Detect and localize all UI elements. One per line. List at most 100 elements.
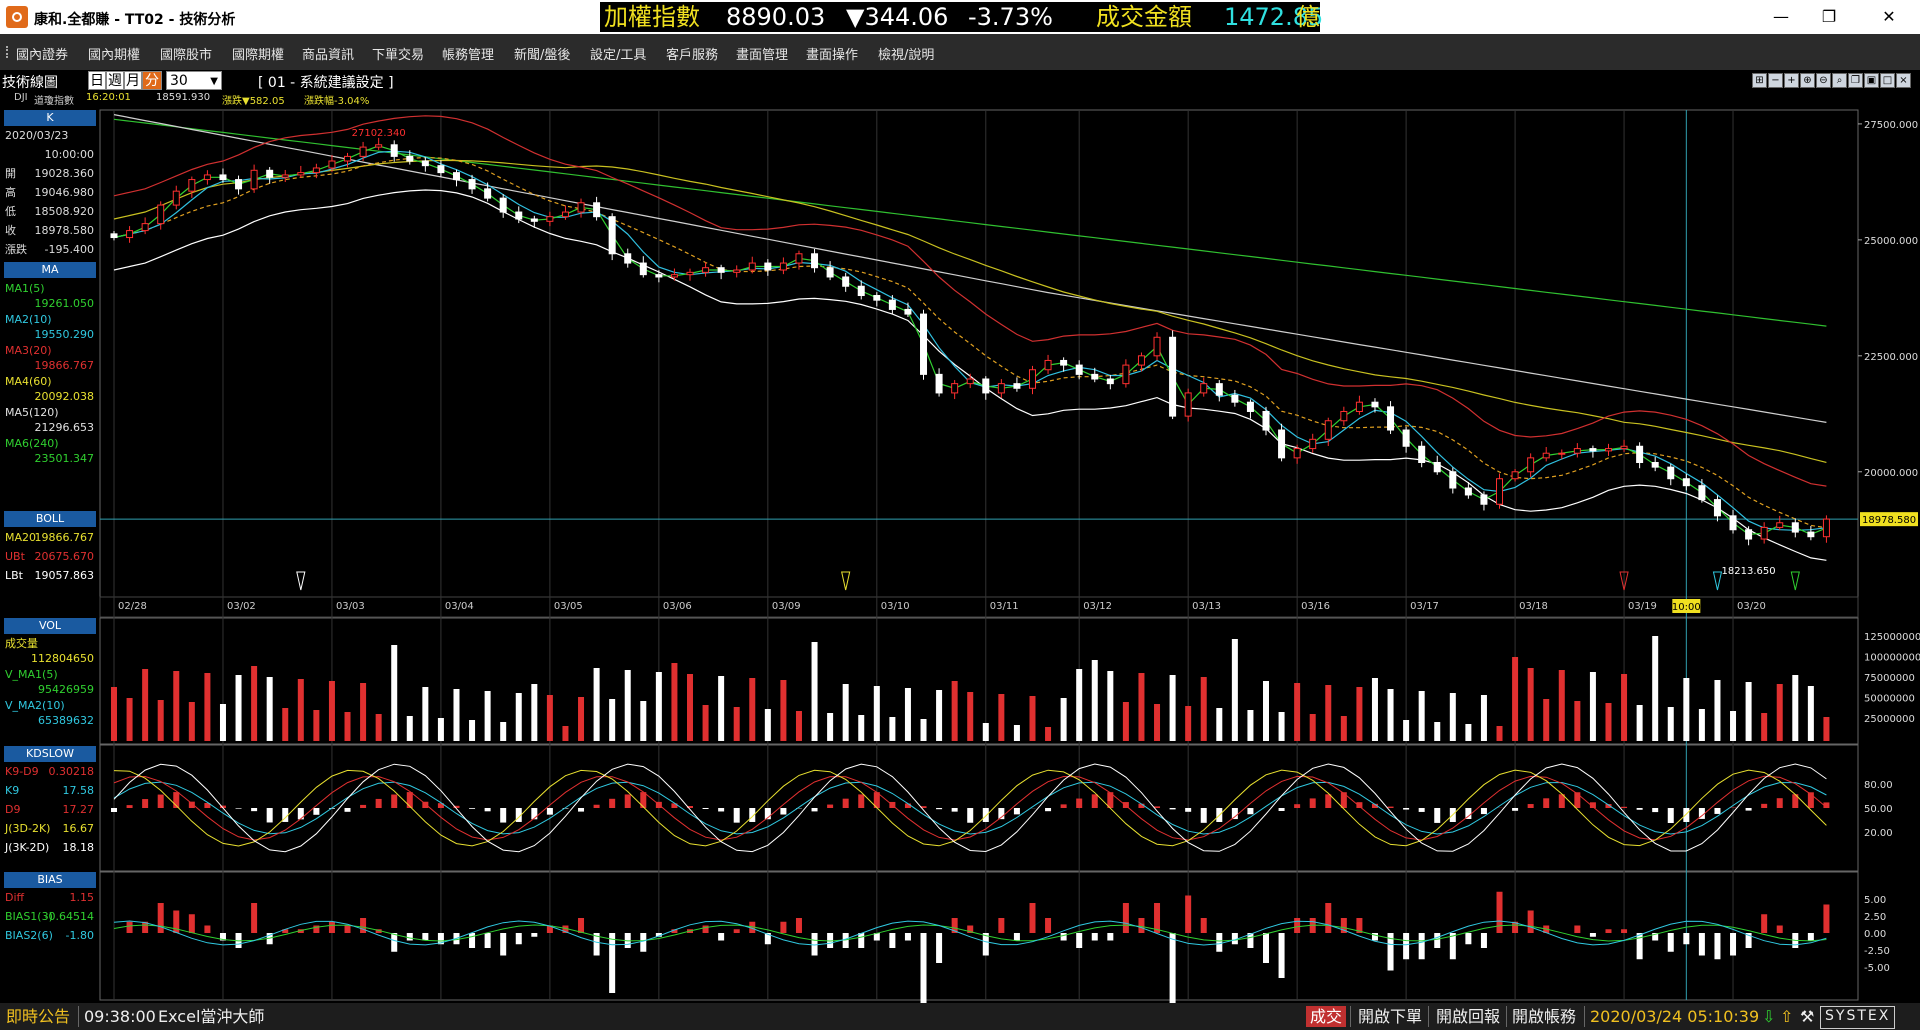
kd-bar-105 — [1745, 808, 1752, 811]
current-price-label: 18978.580 — [1862, 515, 1916, 526]
open-account-button[interactable]: 開啟帳務 — [1512, 1007, 1577, 1026]
volume-bar-12 — [297, 679, 304, 741]
volume-bar-71 — [1216, 708, 1223, 741]
candle-body-48 — [857, 285, 865, 297]
close-icon[interactable]: × — [1896, 73, 1911, 88]
menu-order-trading[interactable]: 下單交易 — [372, 48, 425, 63]
date-tick-6: 03/09 — [772, 601, 801, 612]
menu-domestic-securities[interactable]: 國內證券 — [16, 48, 69, 63]
period-month-button[interactable]: 月 — [124, 71, 142, 90]
date-tick-9: 03/12 — [1083, 601, 1112, 612]
period-minute-button[interactable]: 分 — [142, 71, 162, 90]
kd-bar-58 — [1013, 808, 1020, 815]
window-icon[interactable]: □ — [1880, 73, 1895, 88]
search-icon[interactable]: ⌕ — [1832, 73, 1847, 88]
ma-value-0: 19261.050 — [34, 297, 95, 310]
volume-bar-45 — [811, 642, 818, 741]
candle-body-102 — [1698, 485, 1706, 501]
candle-body-74 — [1262, 410, 1270, 431]
tool-icon[interactable]: ⚒ — [1800, 1007, 1815, 1026]
settings-label[interactable]: [ 01 - 系統建議設定 ] — [258, 75, 394, 91]
menu-international-stocks[interactable]: 國際股市 — [160, 48, 213, 63]
kd-bar-95 — [1589, 802, 1596, 808]
grid-icon[interactable]: ⊞ — [1752, 73, 1767, 88]
volume-bar-56 — [982, 723, 989, 741]
status-datetime: 2020/03/24 05:10:39 — [1590, 1007, 1760, 1026]
zoom-out-icon[interactable]: ⊖ — [1816, 73, 1831, 88]
volume-bar-21 — [437, 718, 444, 741]
save-icon[interactable]: ▣ — [1864, 73, 1879, 88]
kd-row-2: D9 17.27 — [5, 803, 94, 816]
bias-bar-55 — [967, 925, 974, 933]
bias-bar-74 — [1263, 933, 1269, 963]
date-tick-7: 03/10 — [881, 601, 910, 612]
kd-bar-43 — [780, 808, 787, 815]
kd-bar-100 — [1667, 808, 1674, 823]
menu-domestic-futures[interactable]: 國內期權 — [88, 48, 141, 63]
menu-news-after-hours[interactable]: 新聞/盤後 — [514, 48, 571, 63]
quote-change: 漲跌▼582.05 — [222, 96, 285, 107]
bias-bar-58 — [1013, 933, 1020, 941]
kd-bar-76 — [1294, 804, 1301, 808]
menu-screen-operation[interactable]: 畫面操作 — [806, 48, 859, 63]
menu-view-help[interactable]: 檢視/說明 — [878, 48, 935, 63]
signal-marker-0 — [296, 571, 306, 591]
candle-body-16 — [359, 146, 367, 157]
vol-value-2: 65389632 — [38, 714, 94, 727]
open-order-button[interactable]: 開啟下單 — [1358, 1007, 1423, 1026]
price-tick-3: 20000.000 — [1864, 468, 1918, 479]
candle-body-41 — [748, 262, 756, 271]
menu-product-info[interactable]: 商品資訊 — [302, 48, 355, 63]
volume-bar-5 — [188, 702, 195, 741]
boll-upper-line — [113, 115, 1827, 487]
period-week-button[interactable]: 週 — [106, 71, 124, 90]
kd-bar-25 — [500, 808, 507, 823]
candle-body-81 — [1371, 401, 1379, 408]
volume-bar-69 — [1185, 706, 1192, 741]
technical-chart[interactable]: 02/28 03/02 03/03 03/04 03/05 03/06 03/09 03/10… — [0, 0, 1920, 1003]
trade-tag[interactable]: 成交 — [1306, 1006, 1347, 1027]
open-return-button[interactable]: 開啟回報 — [1436, 1007, 1501, 1026]
period-day-button[interactable]: 日 — [88, 71, 106, 90]
kd-row-3: J(3D-2K) 16.67 — [5, 822, 94, 835]
volume-bar-102 — [1698, 709, 1705, 741]
volume-bar-90 — [1512, 657, 1519, 741]
kd-bar-77 — [1309, 798, 1316, 808]
menu-international-futures[interactable]: 國際期權 — [232, 48, 285, 63]
maximize-button[interactable]: ❐ — [1821, 7, 1837, 26]
kd-bar-108 — [1792, 794, 1799, 808]
boll-row-0: MA20 19866.767 — [5, 531, 94, 544]
announcement-label[interactable]: 即時公告 — [6, 1007, 71, 1026]
menu-screen-management[interactable]: 畫面管理 — [736, 48, 789, 63]
bias-bar-97 — [1621, 929, 1628, 933]
kd-bar-72 — [1231, 808, 1238, 820]
candle-body-85 — [1433, 461, 1441, 473]
candle-body-28 — [546, 216, 554, 222]
menu-account-management[interactable]: 帳務管理 — [442, 48, 495, 63]
minute-select[interactable]: 30 ▼ — [166, 71, 222, 90]
candle-body-36 — [670, 274, 678, 278]
zoom-in-icon[interactable]: ⊕ — [1800, 73, 1815, 88]
volume-bar-99 — [1652, 636, 1659, 741]
minimize-button[interactable]: — — [1773, 7, 1789, 26]
announcement-text[interactable]: Excel當沖大師 — [158, 1007, 265, 1026]
kd-bar-97 — [1621, 806, 1628, 808]
minus-icon[interactable]: − — [1768, 73, 1783, 88]
bias-bar-5 — [188, 914, 195, 933]
volume-bar-36 — [671, 663, 678, 741]
plus-icon[interactable]: + — [1784, 73, 1799, 88]
volume-bar-3 — [157, 700, 164, 741]
bias-bar-103 — [1714, 933, 1721, 960]
menu-settings-tools[interactable]: 設定/工具 — [590, 48, 647, 63]
close-window-button[interactable]: ✕ — [1882, 7, 1896, 26]
volume-bar-73 — [1247, 710, 1254, 741]
volume-bar-7 — [219, 704, 226, 741]
copy-icon[interactable]: ❐ — [1848, 73, 1863, 88]
volume-bar-59 — [1029, 696, 1036, 741]
volume-bar-75 — [1278, 712, 1285, 741]
date-tick-11: 03/16 — [1301, 601, 1330, 612]
bias-bar-64 — [1107, 933, 1114, 941]
kd-bar-75 — [1278, 808, 1285, 811]
price-tick-1: 25000.000 — [1864, 236, 1918, 247]
menu-customer-service[interactable]: 客戶服務 — [666, 48, 719, 63]
